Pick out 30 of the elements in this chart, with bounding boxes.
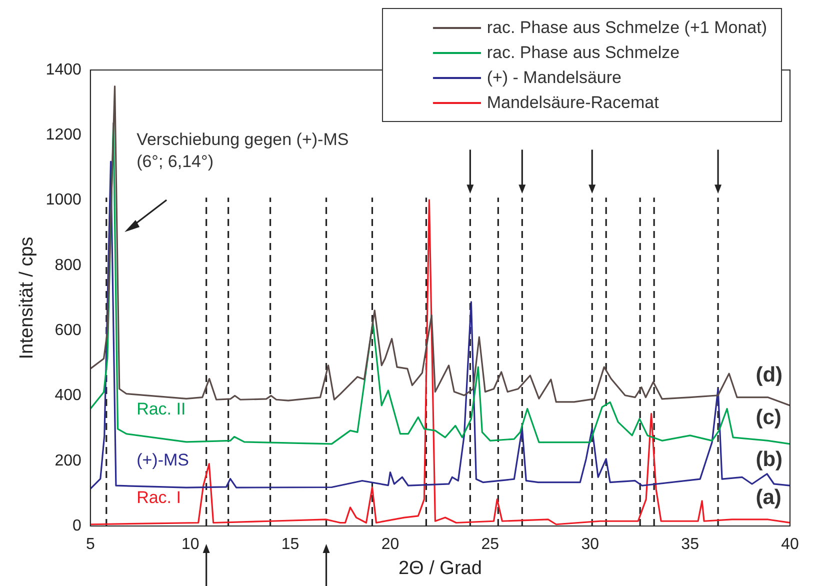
x-tick-label: 20 xyxy=(381,536,400,554)
x-tick-label: 25 xyxy=(481,536,500,554)
x-tick-label: 35 xyxy=(681,536,700,554)
x-axis-title: 2Θ / Grad xyxy=(398,558,482,579)
y-tick-label: 200 xyxy=(54,452,82,470)
annotation: (c) xyxy=(756,406,782,429)
annotation: Rac. II xyxy=(136,399,186,418)
legend-label: Mandelsäure-Racemat xyxy=(486,92,659,114)
annotation: (a) xyxy=(756,486,782,509)
legend-label: rac. Phase aus Schmelze xyxy=(486,42,680,64)
annotation: (d) xyxy=(756,364,783,387)
y-tick-label: 800 xyxy=(54,256,82,274)
x-tick-label: 40 xyxy=(781,536,799,554)
y-tick-label: 1000 xyxy=(46,192,82,209)
annotation: Verschiebung gegen (+)-MS (6°; 6,14°) xyxy=(136,130,349,172)
y-tick-label: 1400 xyxy=(46,61,82,78)
y-tick-label: 600 xyxy=(54,322,82,339)
annotation: Rac. I xyxy=(136,488,181,507)
legend-label: rac. Phase aus Schmelze (+1 Monat) xyxy=(486,17,767,39)
annotation: (b) xyxy=(756,448,783,471)
y-tick-label: 0 xyxy=(72,517,82,534)
x-tick-label: 10 xyxy=(181,536,200,554)
y-tick-label: 400 xyxy=(54,387,82,404)
annotation: (+)-MS xyxy=(136,450,189,470)
legend-label: (+) - Mandelsäure xyxy=(486,67,622,89)
x-tick-label: 5 xyxy=(86,536,95,554)
x-tick-label: 15 xyxy=(281,536,300,554)
x-tick-label: 30 xyxy=(581,536,600,554)
y-tick-label: 1200 xyxy=(46,126,82,144)
y-axis-title: Intensität / cps xyxy=(16,236,38,360)
